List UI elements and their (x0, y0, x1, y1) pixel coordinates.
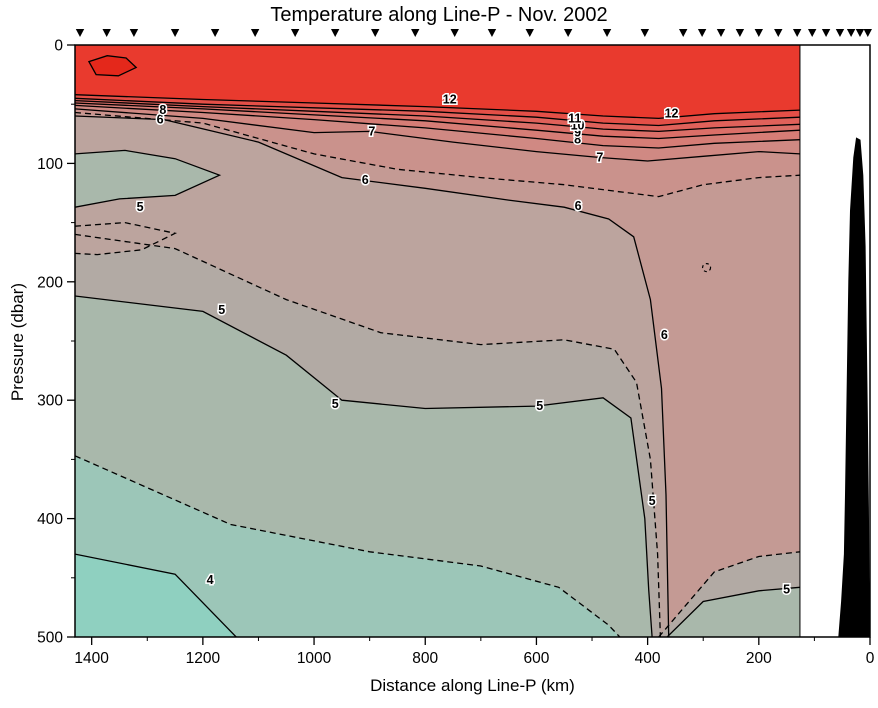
station-marker (170, 29, 180, 37)
contour-label-5: 5 (536, 399, 543, 413)
contour-label-6: 6 (362, 173, 369, 187)
bathymetry-silhouette (838, 137, 870, 637)
contour-label-6: 6 (575, 199, 582, 213)
station-marker (774, 29, 783, 37)
x-tick-label: 400 (635, 650, 661, 667)
contour-label-9: 9 (574, 126, 581, 140)
station-marker (525, 29, 534, 37)
contour-label-10: 10 (571, 119, 585, 133)
station-marker (697, 29, 707, 37)
x-tick-label: 1200 (186, 650, 221, 667)
x-tick-label: 1400 (74, 650, 109, 667)
x-tick-label: 200 (746, 650, 772, 667)
cold-core-outline (75, 149, 222, 208)
x-tick-label: 0 (866, 650, 875, 667)
station-marker (640, 29, 650, 37)
station-marker (102, 29, 111, 37)
y-tick-label: 200 (37, 274, 63, 291)
contour-line-6.5 (75, 111, 801, 198)
contour-line-4 (75, 553, 237, 637)
station-marker (602, 29, 612, 37)
contour-label-5: 5 (332, 397, 339, 411)
station-marker (330, 29, 340, 37)
y-tick-label: 0 (54, 38, 63, 55)
station-marker (716, 29, 726, 37)
tiny-closed-contour (701, 262, 712, 273)
station-marker (807, 29, 817, 37)
contour-line-6 (75, 115, 670, 637)
station-marker (487, 29, 497, 37)
station-marker (450, 29, 459, 37)
warm-patch-outline (75, 221, 178, 256)
chart-title: Temperature along Line-P - Nov. 2002 (270, 4, 608, 26)
surface-warm-cell-outline (87, 55, 138, 77)
cold-core-fill (75, 150, 220, 208)
contour-label-5: 5 (137, 200, 144, 214)
coastal-contour-5.5 (658, 551, 801, 637)
station-marker (563, 29, 573, 37)
contour-label-8: 8 (159, 103, 166, 117)
data-region (75, 45, 870, 637)
contour-label-11: 11 (568, 111, 581, 125)
warm-patch-fill (75, 222, 176, 255)
contour-label-5: 5 (649, 494, 656, 508)
y-axis-title: Pressure (dbar) (8, 282, 27, 402)
station-marker (411, 29, 420, 37)
contour-line-7 (75, 108, 801, 162)
station-marker (75, 29, 85, 37)
station-marker (129, 29, 139, 37)
contour-line-10 (75, 99, 801, 133)
contour-label-5: 5 (218, 303, 225, 317)
x-axis-title: Distance along Line-P (km) (370, 676, 575, 695)
contour-line-5 (75, 295, 653, 637)
contour-line-11 (75, 97, 801, 127)
contour-label-7: 7 (368, 124, 375, 138)
y-tick-label: 100 (37, 156, 63, 173)
contour-label-5: 5 (783, 583, 790, 597)
contour-label-12: 12 (665, 107, 679, 121)
contour-label-6: 6 (157, 113, 164, 127)
station-marker (792, 29, 802, 37)
x-tick-label: 800 (412, 650, 438, 667)
station-marker (735, 29, 745, 37)
station-marker (679, 29, 688, 37)
contour-line-8 (75, 104, 801, 149)
station-marker (371, 29, 380, 37)
band-above-12 (75, 45, 800, 119)
contour-line-4.5 (75, 455, 621, 637)
station-marker (290, 29, 300, 37)
station-marker (855, 29, 865, 37)
station-marker (754, 29, 764, 37)
station-marker (863, 29, 872, 37)
station-marker (846, 29, 856, 37)
y-tick-label: 500 (37, 630, 63, 647)
station-marker (835, 29, 845, 37)
contour-line-9 (75, 102, 801, 140)
contour-label-12: 12 (443, 92, 457, 106)
x-tick-label: 1000 (297, 650, 332, 667)
contour-line-5.5 (75, 233, 662, 637)
y-tick-label: 400 (37, 511, 63, 528)
x-tick-label: 600 (523, 650, 549, 667)
band-above-6 (75, 45, 800, 637)
contour-label-4: 4 (207, 573, 214, 587)
coastal-contour-5 (666, 586, 801, 637)
station-marker (821, 29, 831, 37)
coastal-band-5 (667, 587, 800, 637)
contour-line-12 (75, 94, 801, 120)
y-tick-label: 300 (37, 393, 63, 410)
contour-label-8: 8 (574, 133, 581, 147)
contour-label-7: 7 (596, 150, 603, 164)
station-marker (210, 29, 220, 37)
station-marker (250, 29, 260, 37)
surface-warm-cell-fill (88, 55, 137, 76)
contour-label-6: 6 (661, 328, 668, 342)
